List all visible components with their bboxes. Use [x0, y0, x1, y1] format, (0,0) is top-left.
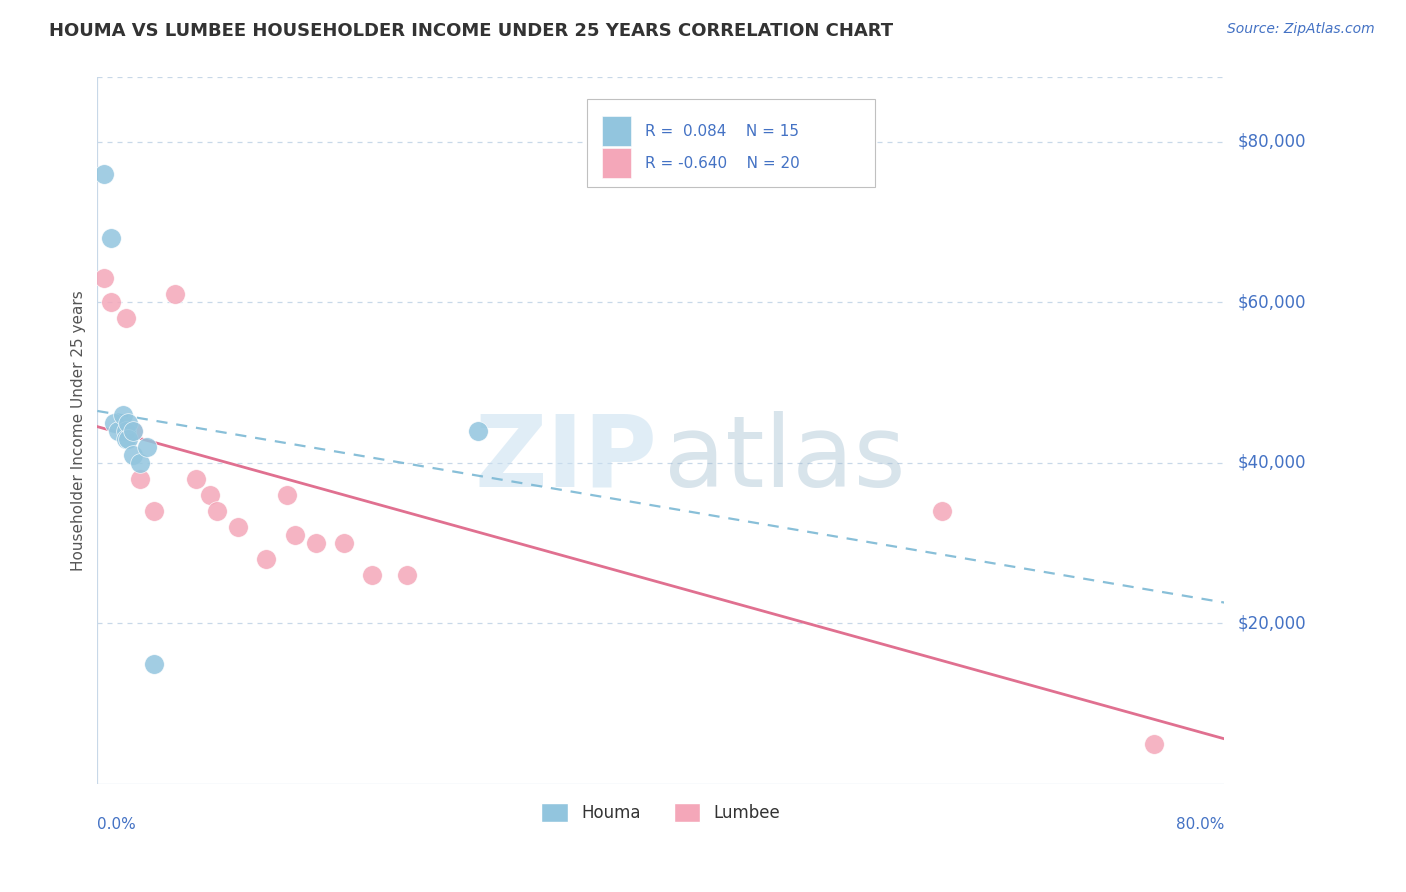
Point — [128, 472, 150, 486]
Text: $20,000: $20,000 — [1239, 615, 1306, 632]
Point — [931, 504, 953, 518]
Bar — [602, 117, 631, 146]
Point — [114, 432, 136, 446]
Point — [121, 424, 143, 438]
Point — [111, 408, 134, 422]
Point — [117, 416, 139, 430]
Point — [198, 488, 221, 502]
Point — [254, 552, 277, 566]
Point — [283, 528, 305, 542]
Point — [142, 657, 165, 671]
Point — [114, 424, 136, 438]
Point — [184, 472, 207, 486]
Text: atlas: atlas — [664, 410, 905, 508]
Point — [107, 424, 129, 438]
Point — [100, 295, 122, 310]
Point — [135, 440, 157, 454]
Text: $40,000: $40,000 — [1239, 454, 1306, 472]
Point — [226, 520, 249, 534]
Point — [1143, 737, 1166, 751]
Point — [93, 271, 115, 285]
Point — [100, 231, 122, 245]
Text: $80,000: $80,000 — [1239, 133, 1306, 151]
Bar — [602, 148, 631, 178]
Point — [121, 448, 143, 462]
Point — [205, 504, 228, 518]
Text: Source: ZipAtlas.com: Source: ZipAtlas.com — [1227, 22, 1375, 37]
Text: HOUMA VS LUMBEE HOUSEHOLDER INCOME UNDER 25 YEARS CORRELATION CHART: HOUMA VS LUMBEE HOUSEHOLDER INCOME UNDER… — [49, 22, 893, 40]
Legend: Houma, Lumbee: Houma, Lumbee — [534, 797, 787, 829]
Point — [117, 432, 139, 446]
Point — [103, 416, 125, 430]
Text: R =  0.084    N = 15: R = 0.084 N = 15 — [645, 124, 799, 139]
Text: 80.0%: 80.0% — [1175, 817, 1225, 832]
Text: $60,000: $60,000 — [1239, 293, 1306, 311]
Point — [93, 167, 115, 181]
Point — [121, 424, 143, 438]
Point — [467, 424, 489, 438]
Text: R = -0.640    N = 20: R = -0.640 N = 20 — [645, 155, 800, 170]
Y-axis label: Householder Income Under 25 years: Householder Income Under 25 years — [72, 291, 86, 571]
Point — [333, 536, 356, 550]
Point — [361, 568, 384, 582]
Point — [163, 287, 186, 301]
Point — [396, 568, 419, 582]
Point — [128, 456, 150, 470]
Point — [305, 536, 328, 550]
Point — [276, 488, 298, 502]
Point — [142, 504, 165, 518]
Point — [114, 311, 136, 326]
Text: ZIP: ZIP — [474, 410, 658, 508]
Bar — [588, 99, 875, 187]
Text: 0.0%: 0.0% — [97, 817, 136, 832]
